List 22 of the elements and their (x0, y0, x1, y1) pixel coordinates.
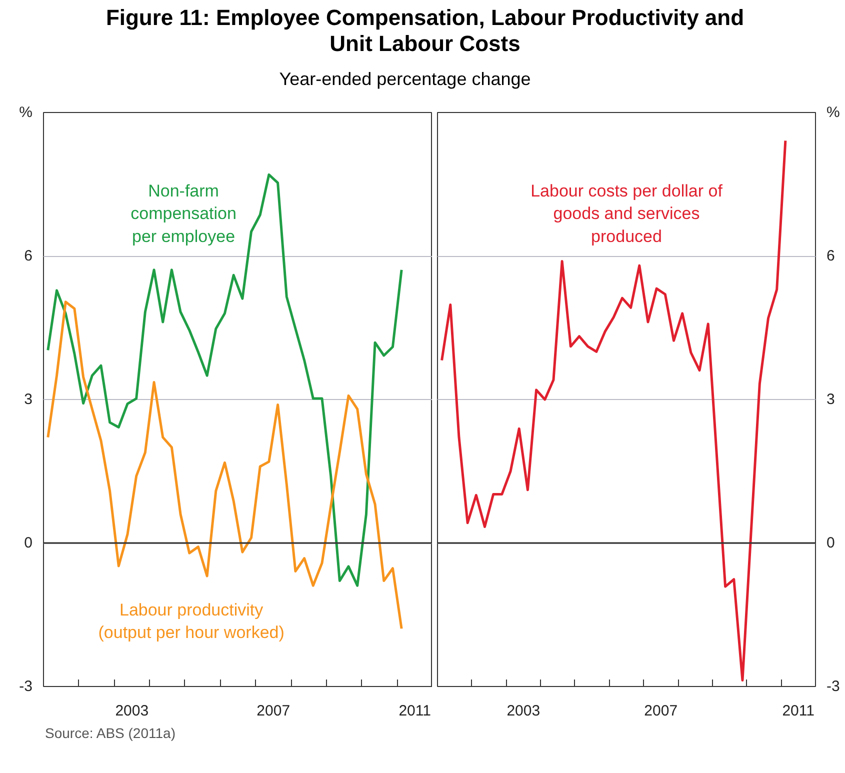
series-label: Non-farm compensation per employee (130, 181, 236, 246)
chart-title: Figure 11: Employee Compensation, Labour Productivity and Unit Labour Costs (105, 5, 745, 57)
x-tick-label: 2007 (644, 702, 678, 720)
text: Labour costs per dollar of goods and services produced (530, 181, 723, 246)
y-tick-label: -3 (826, 678, 840, 695)
y-axis-title: % (826, 104, 840, 121)
series-label: Labour productivity (output per hour worked) (98, 600, 284, 642)
y-tick-label: 6 (24, 247, 32, 264)
x-tick-label: 2003 (115, 702, 149, 720)
x-tick-label: 2007 (256, 702, 290, 720)
y-tick-label: 6 (826, 247, 835, 264)
source-note: Source: ABS (2011a) (45, 724, 176, 743)
chart-subtitle: Year-ended percentage change (278, 68, 532, 91)
y-axis-title: % (19, 104, 33, 121)
x-tick-label: 2011 (398, 702, 431, 720)
x-tick-label: 2011 (782, 702, 814, 720)
x-tick-label: 2003 (506, 702, 540, 720)
y-tick-label: 3 (24, 390, 32, 408)
y-tick-label: 3 (826, 390, 835, 408)
y-tick-label: 0 (24, 534, 32, 552)
y-tick-label: -3 (19, 678, 33, 695)
y-tick-label: 0 (826, 534, 835, 552)
